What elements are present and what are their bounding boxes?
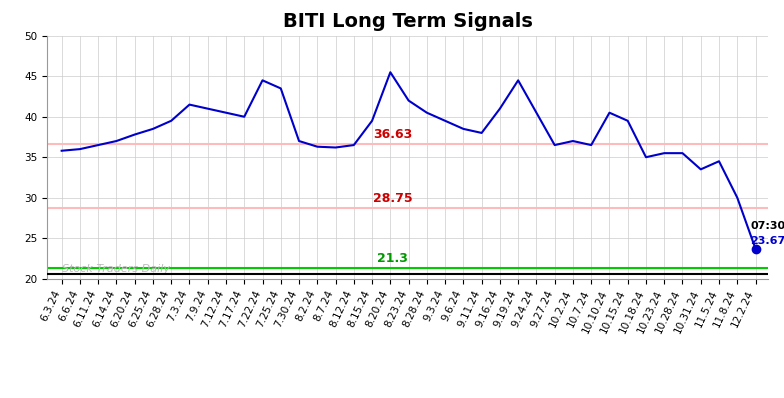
- Text: 36.63: 36.63: [373, 128, 412, 141]
- Text: Stock Traders Daily: Stock Traders Daily: [62, 264, 170, 274]
- Title: BITI Long Term Signals: BITI Long Term Signals: [283, 12, 532, 31]
- Text: 23.67: 23.67: [750, 236, 784, 246]
- Text: 21.3: 21.3: [377, 252, 408, 265]
- Text: 07:30: 07:30: [750, 221, 784, 231]
- Text: 28.75: 28.75: [373, 192, 412, 205]
